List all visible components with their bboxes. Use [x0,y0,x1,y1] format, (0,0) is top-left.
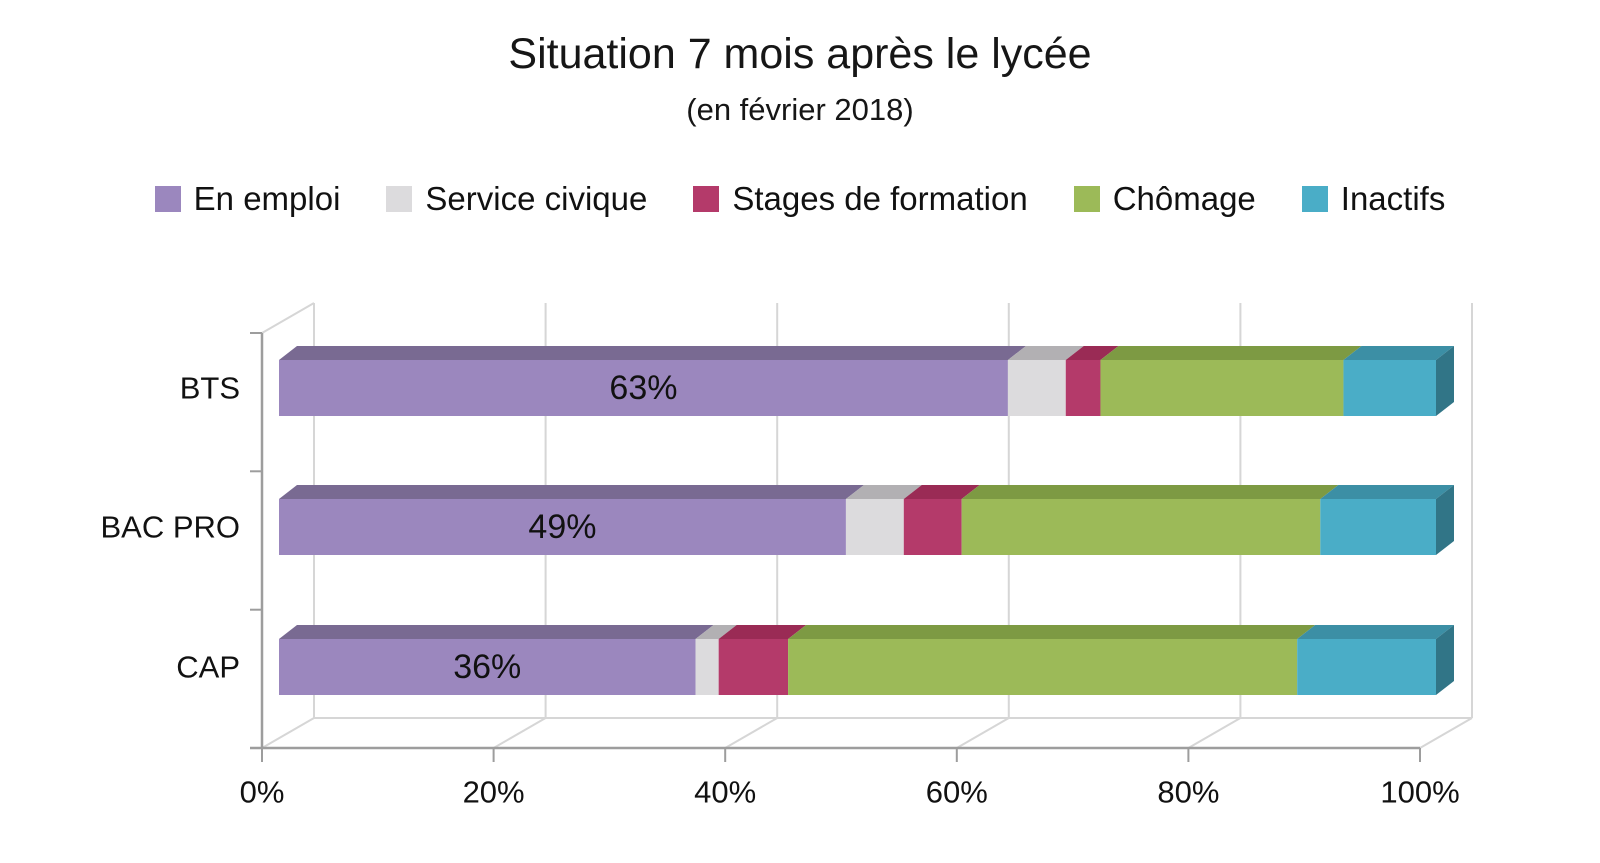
floor-diagonal-0% [261,717,315,749]
bar-cap-end-side [1436,625,1454,695]
bar-cap-inactifs [1297,639,1436,695]
x-tick-label-0: 0% [240,775,285,810]
legend-label: Stages de formation [732,180,1028,217]
legend-swatch-en-emploi [154,186,181,212]
legend-label: Chômage [1112,180,1256,217]
x-tick-label-60: 60% [926,775,988,810]
bar-cap-service-civique-top [695,625,737,639]
bar-bac-pro-service-civique [845,499,904,555]
bar-bts-end-side [1436,346,1454,416]
category-label-bts: BTS [180,371,240,406]
bar-cap-chomage [788,639,1298,695]
bar-bts-chomage [1100,360,1344,416]
bar-bts-service-civique-top [1007,346,1084,360]
bar-bac-pro-service-civique-top [845,485,922,499]
bar-bac-pro-stages-de-formation-top [903,485,980,499]
legend: En emploi Service civique Stages de format… [0,180,1600,218]
bar-cap-service-civique [695,639,719,695]
bar-bac-pro-en-emploi [279,499,846,555]
bar-cap-en-emploi [279,639,696,695]
bar-bts-inactifs [1343,360,1436,416]
legend-label: Inactifs [1340,180,1446,217]
bar-bac-pro-chomage [961,499,1321,555]
bar-cap-stages-de-formation-top [718,625,807,639]
bar-bts-en-emploi [279,360,1008,416]
bar-bts-en-emploi-top [279,346,1026,360]
category-label-bac-pro: BAC PRO [100,510,240,545]
bar-cap-chomage-top [788,625,1316,639]
legend-item-chomage: Chômage [1073,180,1256,218]
floor-diagonal-100% [1419,717,1473,749]
data-label-cap: 36% [453,648,521,686]
bar-bts-stages-de-formation [1065,360,1101,416]
bar-cap-stages-de-formation [718,639,789,695]
bar-cap-inactifs-top [1297,625,1454,639]
legend-item-en-emploi: En emploi [154,180,341,218]
x-tick-label-20: 20% [463,775,525,810]
legend-label: En emploi [193,180,341,217]
x-tick-label-40: 40% [694,775,756,810]
data-label-bts: 63% [609,369,677,407]
legend-swatch-stages-de-formation [693,186,720,212]
floor-diagonal-40% [724,717,778,749]
floor-diagonal-20% [493,717,547,749]
legend-swatch-inactifs [1301,186,1328,212]
data-label-bac-pro: 49% [528,508,596,546]
chart-title: Situation 7 mois après le lycée [508,30,1092,78]
legend-swatch-chomage [1073,186,1100,212]
legend-label: Service civique [425,180,648,217]
bar-cap-en-emploi-top [279,625,714,639]
wall-top-diagonal [261,302,315,334]
bar-bac-pro-end-side [1436,485,1454,555]
bar-bts-inactifs-top [1343,346,1454,360]
bar-bac-pro-stages-de-formation [903,499,962,555]
bar-bts-chomage-top [1100,346,1362,360]
legend-item-service-civique: Service civique [386,180,647,218]
floor-diagonal-60% [956,717,1010,749]
chart-subtitle: (en février 2018) [686,92,914,127]
floor-diagonal-80% [1187,717,1241,749]
bar-bac-pro-en-emploi-top [279,485,864,499]
bar-bac-pro-inactifs-top [1320,485,1454,499]
legend-swatch-service-civique [386,186,413,212]
category-label-cap: CAP [176,650,240,685]
bar-bts-stages-de-formation-top [1065,346,1119,360]
bar-bac-pro-chomage-top [961,485,1339,499]
bar-bac-pro-inactifs [1320,499,1436,555]
bar-bts-service-civique [1007,360,1066,416]
legend-item-stages-de-formation: Stages de formation [693,180,1028,218]
x-tick-label-80: 80% [1157,775,1219,810]
x-tick-label-100: 100% [1380,775,1459,810]
legend-item-inactifs: Inactifs [1301,180,1446,218]
